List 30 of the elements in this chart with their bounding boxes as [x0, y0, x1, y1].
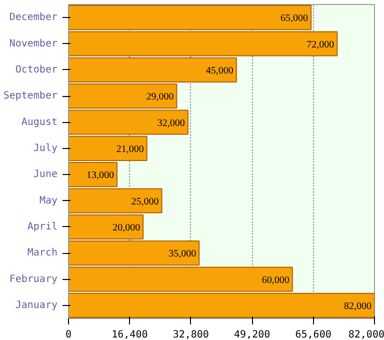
y-tick-label: December [9, 12, 58, 24]
x-tick-label: 82,000 [348, 330, 384, 340]
y-tick-label: September [3, 90, 58, 102]
y-tick-label: November [9, 38, 58, 50]
x-tick-label: 16,400 [112, 330, 148, 340]
data-label: 35,000 [168, 248, 196, 260]
y-tick-label: February [9, 274, 58, 285]
data-label: 21,000 [116, 144, 144, 155]
y-tick-label: May [39, 195, 58, 206]
y-tick-label: January [15, 300, 58, 311]
data-label: 65,000 [280, 13, 308, 24]
x-tick-label: 49,200 [234, 330, 270, 340]
data-label: 13,000 [86, 170, 114, 182]
x-tick-label: 65,600 [295, 330, 332, 340]
y-tick-label: April [27, 221, 58, 232]
data-label: 20,000 [112, 222, 140, 234]
y-tick-label: June [33, 169, 58, 180]
y-tick-label: March [27, 248, 58, 259]
y-tick-label: July [33, 142, 58, 154]
data-label: 45,000 [206, 65, 234, 76]
y-tick-label: October [15, 64, 58, 76]
data-label: 32,000 [157, 118, 185, 129]
y-tick-label: August [21, 116, 58, 128]
data-label: 82,000 [344, 300, 372, 312]
x-tick-label: 0 [65, 330, 72, 340]
data-label: 25,000 [131, 196, 159, 208]
x-tick-label: 32,800 [172, 330, 209, 340]
data-label: 60,000 [262, 274, 290, 286]
data-label: 29,000 [146, 92, 174, 103]
data-label: 72,000 [306, 39, 334, 50]
